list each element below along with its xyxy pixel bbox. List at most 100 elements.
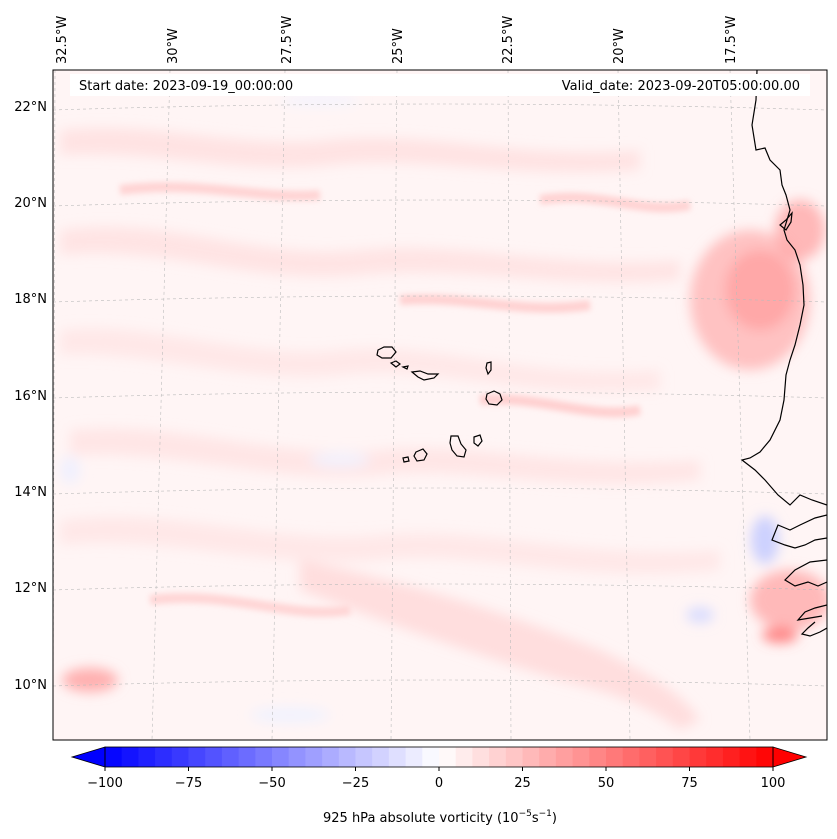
cbar-tick-label: 25 <box>514 776 531 791</box>
colorbar-cell <box>656 747 674 767</box>
colorbar-label: 925 hPa absolute vorticity (10−5s−1) <box>323 809 557 826</box>
colorbar-cell <box>505 747 523 767</box>
coastlines <box>376 70 827 637</box>
meridian-25 <box>390 70 398 740</box>
colorbar-cell <box>155 747 173 767</box>
colorbar-cell <box>322 747 340 767</box>
meridian-20 <box>617 70 631 740</box>
cv-sal <box>485 361 492 376</box>
lat-label-12: 12°N <box>14 581 47 596</box>
cv-sao-nicolau <box>410 370 440 381</box>
pos-band-3 <box>60 328 660 392</box>
latitude-labels: 22°N 20°N 18°N 16°N 14°N 12°N 10°N <box>14 100 47 693</box>
coast-islet-north <box>779 211 793 231</box>
colorbar-cell <box>388 747 407 767</box>
colorbar: −100 −75 −50 −25 0 25 50 75 100 925 hPa … <box>70 746 808 826</box>
lat-label-18: 18°N <box>14 292 47 307</box>
africa-coastline <box>740 70 827 506</box>
start-date-label: Start date: 2023-09-19_00:00:00 <box>79 79 293 94</box>
colorbar-cell <box>539 747 557 767</box>
cv-sao-vicente <box>389 360 401 368</box>
neg-blob-south <box>250 707 330 723</box>
colorbar-label-end: ) <box>552 811 557 826</box>
colorbar-cell <box>739 747 757 767</box>
lon-label-27-5: 27.5°W <box>280 16 295 64</box>
cv-maio <box>473 434 483 447</box>
colorbar-cell <box>672 747 690 767</box>
colorbar-cell <box>221 747 240 767</box>
colorbar-cell <box>238 747 256 767</box>
pos-band-6 <box>300 560 700 730</box>
colorbar-cell <box>105 747 123 767</box>
lat-label-22: 22°N <box>14 100 47 115</box>
colorbar-cell <box>171 747 189 767</box>
lat-label-10: 10°N <box>14 678 47 693</box>
cbar-tick-label: 100 <box>761 776 786 791</box>
neg-blob-west <box>60 456 80 484</box>
colorbar-cell <box>422 747 440 767</box>
pos-blob-south-coast-core <box>762 627 798 643</box>
colorbar-min-extend <box>70 746 106 768</box>
meridian-22-5 <box>507 70 512 740</box>
neg-blob-coast-2 <box>686 607 714 623</box>
vorticity-field <box>60 94 827 730</box>
colorbar-cell <box>338 747 356 767</box>
pos-streak-d <box>479 394 641 418</box>
cv-santiago <box>449 435 467 458</box>
lon-label-32-5: 32.5°W <box>55 16 70 64</box>
colorbar-cell <box>272 747 290 767</box>
pos-streak-b <box>399 294 591 313</box>
colorbar-cell <box>622 747 640 767</box>
lon-label-30: 30°W <box>166 28 181 64</box>
cv-santa-luzia <box>401 365 409 370</box>
lat-label-20: 20°N <box>14 196 47 211</box>
colorbar-cell <box>305 747 323 767</box>
colorbar-cell <box>405 747 423 767</box>
pos-blob-ne-core <box>725 250 795 330</box>
colorbar-cell <box>522 747 540 767</box>
colorbar-cell <box>455 747 473 767</box>
colorbar-cell <box>138 747 156 767</box>
colorbar-cell <box>372 747 390 767</box>
pos-streak-e <box>539 192 691 213</box>
pos-band-2 <box>60 226 680 283</box>
colorbar-cell <box>756 747 774 767</box>
pos-blob-southwest <box>62 668 118 692</box>
meridian-30 <box>151 70 171 740</box>
colorbar-cell <box>722 747 741 767</box>
cbar-tick-label: −100 <box>87 776 123 791</box>
colorbar-ticks: −100 −75 −50 −25 0 25 50 75 100 <box>87 767 785 791</box>
colorbar-cell <box>606 747 624 767</box>
parallel-18 <box>53 295 827 303</box>
cv-brava <box>402 456 410 463</box>
colorbar-cell <box>555 747 574 767</box>
lon-label-20: 20°W <box>612 28 627 64</box>
lon-label-25: 25°W <box>391 28 406 64</box>
neg-blob-center <box>310 452 370 468</box>
neg-blob-north <box>280 94 360 106</box>
map-panel: Start date: 2023-09-19_00:00:00 Valid_da… <box>53 70 827 740</box>
colorbar-label-exp2: −1 <box>539 809 552 819</box>
colorbar-cell <box>121 747 139 767</box>
colorbar-cell <box>589 747 607 767</box>
colorbar-cell <box>439 747 457 767</box>
parallel-14 <box>53 487 827 495</box>
cbar-tick-label: 0 <box>435 776 443 791</box>
colorbar-label-mid: s <box>532 811 539 826</box>
colorbar-cell <box>489 747 507 767</box>
colorbar-cell <box>472 747 490 767</box>
cbar-tick-label: −25 <box>342 776 369 791</box>
lon-label-22-5: 22.5°W <box>501 16 516 64</box>
lon-label-17-5: 17.5°W <box>724 16 739 64</box>
lat-label-14: 14°N <box>14 485 47 500</box>
colorbar-cell <box>355 747 373 767</box>
cbar-tick-label: 75 <box>681 776 698 791</box>
graticule <box>53 70 827 740</box>
parallel-22 <box>53 103 827 111</box>
colorbar-cells <box>105 747 774 767</box>
cv-boa-vista <box>485 390 503 406</box>
meridian-17-5 <box>729 70 751 740</box>
colorbar-max-extend <box>772 746 808 768</box>
vorticity-field-detail <box>119 182 691 618</box>
